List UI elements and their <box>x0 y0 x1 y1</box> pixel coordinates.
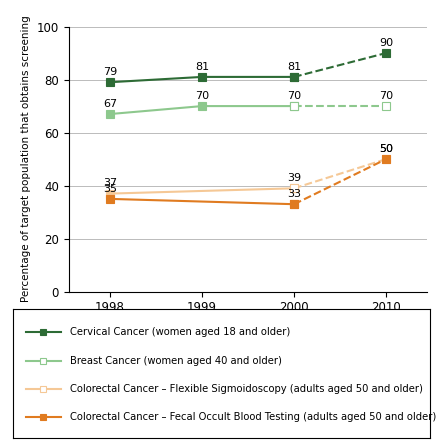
Text: Breast Cancer (women aged 40 and older): Breast Cancer (women aged 40 and older) <box>70 356 281 366</box>
Text: 67: 67 <box>103 99 117 109</box>
Text: 70: 70 <box>379 91 393 101</box>
Text: 81: 81 <box>287 61 301 72</box>
Text: Colorectal Cancer – Flexible Sigmoidoscopy (adults aged 50 and older): Colorectal Cancer – Flexible Sigmoidosco… <box>70 384 422 394</box>
Text: 39: 39 <box>287 173 301 183</box>
Text: 37: 37 <box>103 178 117 188</box>
Text: Colorectal Cancer – Fecal Occult Blood Testing (adults aged 50 and older): Colorectal Cancer – Fecal Occult Blood T… <box>70 412 436 422</box>
Y-axis label: Percentage of target population that obtains screening: Percentage of target population that obt… <box>21 16 31 302</box>
X-axis label: Year: Year <box>235 335 261 348</box>
Text: 70: 70 <box>287 91 301 101</box>
Text: 33: 33 <box>287 189 301 199</box>
Text: 50: 50 <box>379 144 393 154</box>
Text: 81: 81 <box>195 61 209 72</box>
Text: 79: 79 <box>103 67 117 77</box>
Text: 35: 35 <box>103 183 117 194</box>
Text: 50: 50 <box>379 144 393 154</box>
Text: Cervical Cancer (women aged 18 and older): Cervical Cancer (women aged 18 and older… <box>70 328 290 338</box>
Text: 70: 70 <box>195 91 209 101</box>
Text: 90: 90 <box>379 38 393 48</box>
